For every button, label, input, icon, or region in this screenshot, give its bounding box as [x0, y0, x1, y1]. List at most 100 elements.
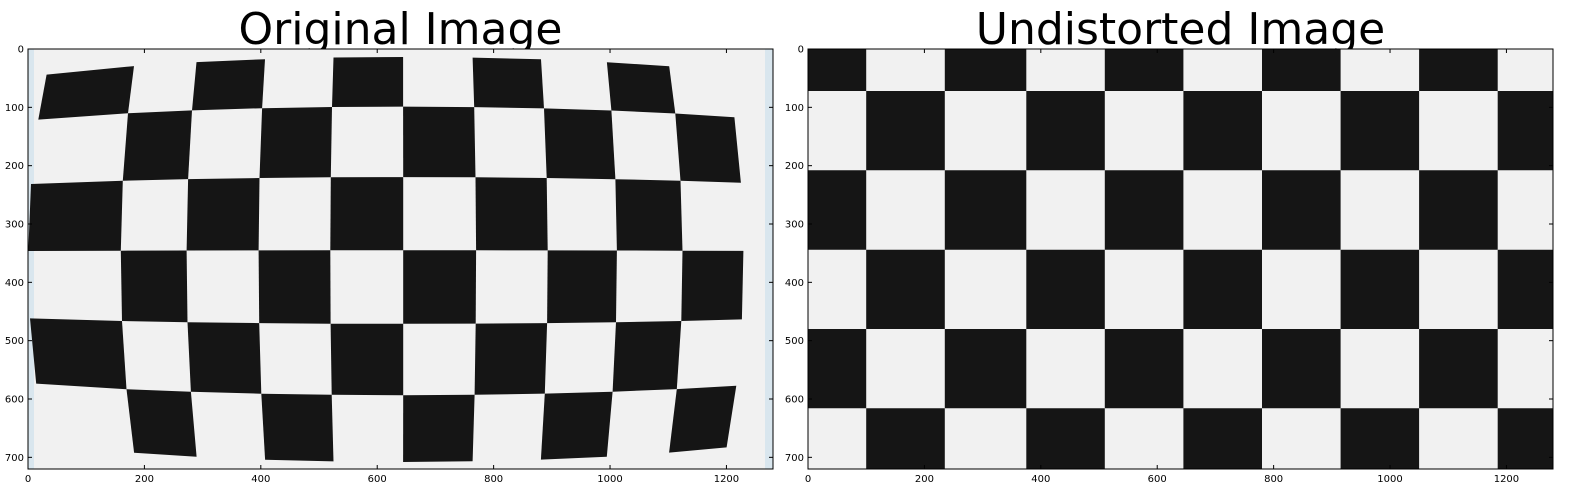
checkerboard-image	[808, 49, 1553, 469]
y-tick-label: 300	[5, 220, 24, 231]
dark-square	[192, 59, 265, 111]
dark-square	[866, 91, 945, 171]
dark-square	[1183, 91, 1262, 171]
dark-square	[866, 249, 945, 329]
dark-square	[259, 107, 332, 178]
x-tick-label: 1200	[714, 474, 739, 485]
undistorted-image-panel: Undistorted Image 0 200 400 600 800 1000 1200 0…	[780, 0, 1580, 498]
panel-title: Undistorted Image	[975, 4, 1386, 55]
dark-square	[1497, 249, 1553, 329]
dark-square	[474, 323, 548, 395]
dark-square	[403, 250, 477, 324]
dark-square	[866, 408, 945, 469]
dark-square	[1026, 408, 1105, 469]
y-tick-label: 600	[785, 395, 804, 406]
dark-square	[475, 177, 548, 251]
x-tick-label: 1000	[597, 474, 622, 485]
y-tick-label: 400	[785, 278, 804, 289]
dark-square	[403, 106, 476, 178]
y-tick-label: 0	[798, 45, 804, 56]
dark-square	[944, 49, 1027, 91]
y-tick-label: 500	[5, 336, 24, 347]
dark-square	[126, 389, 197, 457]
y-tick-label: 500	[785, 336, 804, 347]
dark-square	[28, 180, 123, 251]
y-tick-label: 200	[785, 161, 804, 172]
y-tick-label: 100	[785, 103, 804, 114]
x-tick-label: 1200	[1494, 474, 1519, 485]
x-tick-label: 400	[251, 474, 270, 485]
dark-square	[1497, 91, 1553, 171]
x-tick-label: 800	[1264, 474, 1283, 485]
dark-square	[472, 57, 544, 109]
dark-square	[1419, 170, 1498, 250]
undistorted-image-plot: 0 200 400 600 800 1000 1200 0 100 200 300 400 500 600…	[785, 45, 1554, 485]
dark-square	[330, 323, 404, 396]
axes-frame	[27, 48, 774, 470]
dark-square	[187, 322, 262, 394]
original-image-plot: 0 200 400 600 800 1000 1200 0 100 200 300 400 500 600…	[5, 45, 774, 485]
x-tick-label: 0	[805, 474, 811, 485]
dark-square	[38, 66, 134, 120]
dark-square	[808, 170, 867, 250]
dark-square	[261, 393, 334, 462]
dark-square	[330, 177, 404, 251]
y-tick-label: 200	[5, 161, 24, 172]
dark-square	[403, 394, 475, 462]
dark-square	[30, 318, 127, 390]
dark-square	[547, 250, 617, 324]
dark-square	[1419, 329, 1498, 409]
dark-square	[120, 250, 188, 323]
y-tick-label: 100	[5, 103, 24, 114]
dark-square	[258, 250, 331, 324]
dark-square	[186, 178, 260, 251]
dark-square	[669, 385, 737, 453]
dark-square	[332, 57, 404, 107]
checkerboard-image	[28, 49, 773, 469]
x-tick-label: 200	[915, 474, 934, 485]
dark-square	[1104, 329, 1184, 409]
dark-square	[1262, 170, 1341, 250]
dark-square	[675, 113, 741, 183]
dark-square	[1262, 329, 1341, 409]
x-tick-label: 600	[1148, 474, 1167, 485]
axes-frame	[807, 48, 1554, 470]
dark-square	[1026, 249, 1105, 329]
x-tick-label: 800	[484, 474, 503, 485]
dark-square	[808, 329, 867, 409]
dark-square	[1183, 249, 1262, 329]
original-image-panel: Original Image 0 200 400 600 800 1000 1200 0 100…	[5, 4, 774, 485]
y-tick-label: 600	[5, 395, 24, 406]
dark-square	[612, 321, 682, 392]
dark-square	[1340, 91, 1420, 171]
dark-square	[1104, 49, 1184, 91]
dark-square	[1026, 91, 1105, 171]
dark-square	[1262, 49, 1341, 91]
x-tick-label: 400	[1031, 474, 1050, 485]
y-tick-label: 700	[5, 453, 24, 464]
x-tick-label: 200	[135, 474, 154, 485]
dark-square	[808, 49, 867, 91]
x-tick-label: 600	[368, 474, 387, 485]
dark-square	[544, 108, 616, 180]
dark-square	[1419, 49, 1498, 91]
dark-square	[681, 250, 744, 321]
dark-square	[606, 62, 676, 114]
dark-square	[1497, 408, 1553, 469]
dark-square	[944, 329, 1027, 409]
dark-square	[1340, 408, 1420, 469]
dark-square	[1340, 249, 1420, 329]
y-tick-label: 400	[5, 278, 24, 289]
dark-square	[1104, 170, 1184, 250]
x-tick-label: 0	[25, 474, 31, 485]
x-tick-label: 1000	[1377, 474, 1402, 485]
dark-square	[1183, 408, 1262, 469]
y-tick-label: 300	[785, 220, 804, 231]
panel-title: Original Image	[238, 4, 563, 55]
y-tick-label: 700	[785, 453, 804, 464]
y-tick-label: 0	[18, 45, 24, 56]
dark-square	[615, 179, 683, 251]
dark-square	[122, 110, 192, 181]
dark-square	[944, 170, 1027, 250]
dark-square	[540, 391, 613, 460]
